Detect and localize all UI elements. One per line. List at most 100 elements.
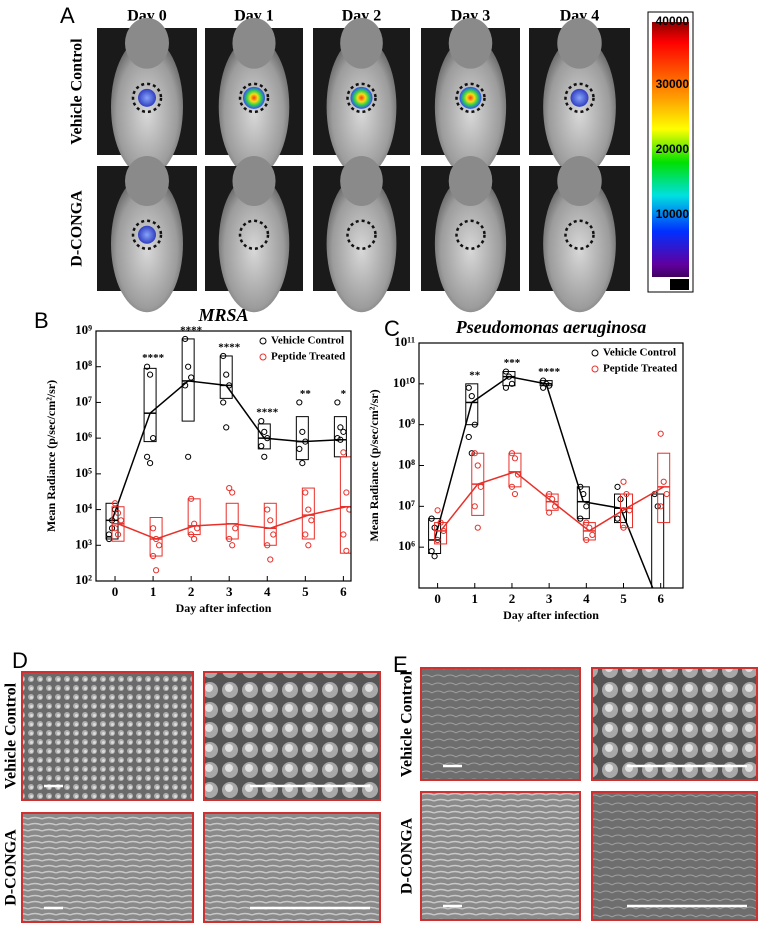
signal	[350, 86, 373, 109]
y-axis-label: Mean Radiance (p/sec/cm²/sr)	[367, 389, 381, 541]
y-tick-label: 10⁸	[398, 456, 415, 471]
legend-label: Vehicle Control	[603, 347, 676, 359]
point	[660, 478, 667, 485]
day-label: Day 2	[342, 8, 382, 25]
point	[261, 428, 268, 435]
x-tick-label: 1	[150, 584, 157, 599]
x-tick-label: 2	[509, 591, 516, 606]
point	[296, 445, 303, 452]
point	[474, 524, 481, 531]
point	[258, 442, 265, 450]
point	[152, 567, 160, 574]
point	[261, 453, 268, 460]
point	[614, 483, 621, 490]
sem-panels: Vehicle Control D-CONGA Vehicle Control D-C…	[3, 667, 758, 923]
point	[149, 435, 157, 442]
sem-image	[591, 791, 758, 921]
x-tick-label: 0	[434, 591, 441, 606]
point	[185, 363, 192, 370]
x-tick-label: 3	[546, 591, 553, 606]
point	[340, 449, 347, 456]
mouse-body	[326, 174, 397, 313]
charts: 10² 10³ 10⁴ 10⁵ 10⁶ 10⁷ 10⁸ 10⁹ 0 1 2 3 4 5 6 MRSA Day a…	[44, 305, 684, 622]
point	[258, 418, 265, 425]
point	[296, 399, 303, 406]
box	[257, 423, 271, 450]
point	[188, 374, 195, 381]
point	[508, 450, 516, 457]
box	[434, 522, 448, 545]
row-label: D-CONGA	[3, 829, 20, 906]
point	[663, 490, 670, 498]
mouse-head	[448, 156, 493, 206]
point	[502, 384, 510, 391]
panel-label: B	[34, 308, 49, 333]
y-tick-label: 10⁸	[75, 358, 92, 373]
point	[270, 531, 277, 538]
sem-image	[420, 667, 581, 781]
point	[471, 421, 478, 428]
wound-outline	[131, 82, 163, 114]
point	[111, 500, 119, 507]
colorbar	[652, 22, 689, 277]
y-tick-label: 10⁵	[75, 465, 92, 480]
colorbar-zero-box	[652, 279, 670, 290]
point	[185, 453, 192, 460]
significance: ****	[256, 407, 279, 419]
point	[657, 503, 664, 510]
point	[657, 430, 664, 437]
signal	[138, 225, 156, 244]
point	[302, 489, 309, 496]
point	[264, 506, 271, 513]
point	[334, 435, 341, 442]
sem-image	[420, 791, 581, 921]
plot	[105, 335, 351, 574]
wound-outline	[455, 82, 486, 114]
significance: ****	[180, 324, 203, 336]
wound-outline	[455, 219, 486, 250]
x-tick-label: 1	[472, 591, 479, 606]
point	[583, 519, 590, 526]
mouse-head	[125, 156, 169, 206]
row-label: D-CONGA	[69, 190, 86, 267]
point	[223, 371, 230, 378]
sem-image	[21, 671, 194, 801]
point	[502, 368, 510, 375]
point	[434, 536, 441, 544]
day-label: Day 0	[127, 8, 167, 25]
y-tick-label: 10¹⁰	[393, 375, 416, 390]
point	[431, 553, 438, 560]
point	[305, 506, 312, 513]
mouse-head	[340, 17, 383, 69]
point	[143, 363, 151, 370]
colorbar-tick-label: 40000	[656, 14, 690, 28]
point	[511, 455, 519, 462]
point	[220, 399, 227, 406]
panel-label: C	[384, 316, 400, 341]
legend-marker	[591, 349, 599, 357]
significance: ****	[218, 341, 241, 353]
point	[188, 531, 195, 538]
point	[117, 517, 125, 524]
box	[657, 452, 671, 524]
day-label: Day 1	[234, 8, 274, 25]
mouse-head	[232, 156, 276, 206]
point	[343, 489, 350, 496]
y-tick-label: 10¹¹	[394, 334, 415, 349]
panel-label: E	[393, 652, 408, 677]
wound-outline	[238, 82, 270, 114]
mouse-body	[218, 174, 290, 313]
point	[191, 535, 198, 543]
mouse-head	[557, 156, 602, 206]
signal	[243, 86, 265, 109]
point	[340, 531, 347, 538]
point	[182, 335, 189, 343]
series-line	[433, 375, 654, 588]
point	[614, 515, 621, 522]
legend-marker	[259, 337, 267, 345]
x-axis-label: Day after infection	[176, 601, 272, 615]
point	[428, 515, 435, 522]
colorbar-tick-label: 10000	[656, 207, 690, 221]
point	[508, 380, 516, 387]
y-tick-label: 10²	[75, 572, 92, 587]
